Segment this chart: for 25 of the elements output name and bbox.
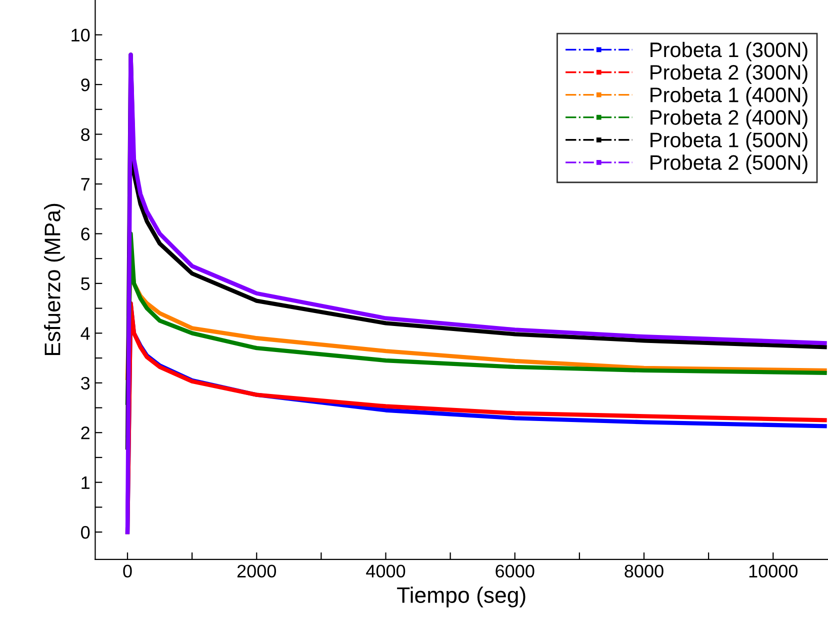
x-tick-label: 4000 [366,564,406,578]
y-tick-label: 1 [82,476,90,489]
legend-label: Probeta 2 (300N) [650,64,808,84]
x-tick-label: 6000 [496,564,534,578]
legend-label: Probeta 2 (400N) [650,110,808,129]
legend-label: Probeta 1 (400N) [650,86,808,106]
y-tick-label: 4 [80,327,90,340]
y-tick-label: 7 [81,178,90,191]
x-axis-title: Tiempo (seg) [397,586,526,608]
y-tick-label: 9 [81,78,90,92]
y-tick-label: 3 [81,376,90,390]
y-tick-label: 5 [81,278,90,290]
legend-label: Probeta 1 (300N) [650,42,808,62]
y-tick-label: 2 [81,426,90,440]
x-tick-label: 8000 [624,564,664,578]
x-tick-label: 0 [123,564,132,578]
y-tick-label: 10 [72,28,90,42]
x-tick-label: 2000 [237,564,276,578]
y-tick-label: 8 [81,128,90,141]
legend-label: Probeta 2 (500N) [650,154,808,174]
x-tick-label: 10000 [749,564,798,578]
legend-label: Probeta 1 (500N) [650,132,808,152]
y-tick-label: 6 [81,228,90,240]
y-tick-label: 0 [81,526,90,539]
y-axis-title: Esfuerzo (MPa) [44,204,65,356]
